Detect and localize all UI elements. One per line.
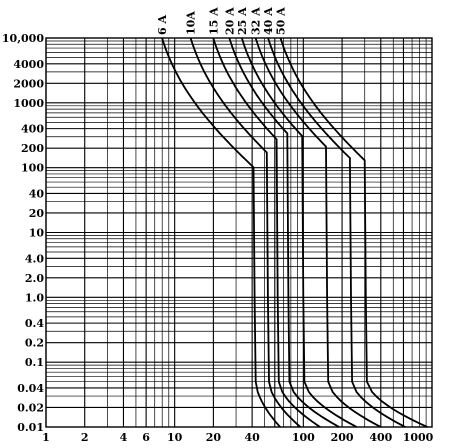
y-tick-label: 2.0 (25, 272, 44, 285)
curve-label: 20 A (223, 7, 236, 35)
y-tick-labels: 10,000 4000 2000 1000 400 200 100 40 20 10 4.0 2.0 1… (2, 32, 44, 434)
y-tick-label: 0.04 (17, 382, 44, 395)
x-tick-labels: 1 2 4 6 10 20 40 100 200 400 1000 (42, 431, 433, 444)
fuse-curves (161, 37, 428, 428)
y-tick-label: 0.02 (17, 401, 44, 414)
x-tick-label: 6 (142, 431, 150, 444)
fuse-curve-25a (240, 37, 358, 428)
fuse-curve-40a (267, 37, 406, 428)
y-tick-label: 0.4 (25, 317, 44, 330)
curve-label: 32 A (250, 7, 263, 35)
y-tick-label: 4.0 (25, 252, 44, 265)
fuse-curve-20a (228, 37, 340, 428)
y-tick-label: 0.01 (17, 421, 44, 434)
x-tick-label: 4 (120, 431, 128, 444)
y-tick-label: 0.1 (25, 356, 44, 369)
fuse-curve-10a (189, 37, 302, 428)
fuse-curve-50a (279, 37, 428, 428)
y-tick-label: 100 (21, 162, 44, 175)
y-tick-label: 10 (29, 227, 45, 240)
x-tick-label: 20 (206, 431, 222, 444)
y-tick-label: 20 (29, 207, 45, 220)
y-tick-label: 10,000 (2, 32, 44, 45)
y-tick-label: 400 (21, 123, 44, 136)
y-tick-label: 200 (21, 142, 44, 155)
y-tick-label: 40 (29, 187, 45, 200)
fuse-curve-6a (161, 37, 281, 428)
curve-label: 6 A (156, 15, 169, 35)
curve-labels: 6 A 10A 15 A 20 A 25 A 32 A 40 A 50 A (156, 7, 287, 35)
x-tick-label: 200 (331, 431, 354, 444)
curve-label: 25 A (236, 7, 249, 35)
y-tick-label: 0.2 (25, 337, 44, 350)
fuse-curve-32a (254, 37, 382, 428)
x-tick-label: 40 (244, 431, 260, 444)
y-tick-label: 2000 (13, 77, 44, 90)
curve-label: 50 A (275, 7, 288, 35)
x-tick-label: 10 (167, 431, 183, 444)
y-tick-label: 1000 (13, 97, 44, 110)
major-grid (45, 38, 432, 428)
y-tick-label: 4000 (13, 58, 44, 71)
x-tick-label: 1 (42, 431, 50, 444)
y-tick-label: 1.0 (25, 291, 44, 304)
x-tick-label: 2 (81, 431, 89, 444)
x-tick-label: 100 (292, 431, 315, 444)
curve-label: 15 A (207, 7, 220, 35)
curve-label: 40 A (262, 7, 275, 35)
plot-frame (45, 37, 433, 428)
x-tick-label: 1000 (403, 431, 434, 444)
x-tick-label: 400 (369, 431, 392, 444)
curve-label: 10A (185, 11, 198, 35)
fuse-curve-15a (212, 37, 321, 428)
